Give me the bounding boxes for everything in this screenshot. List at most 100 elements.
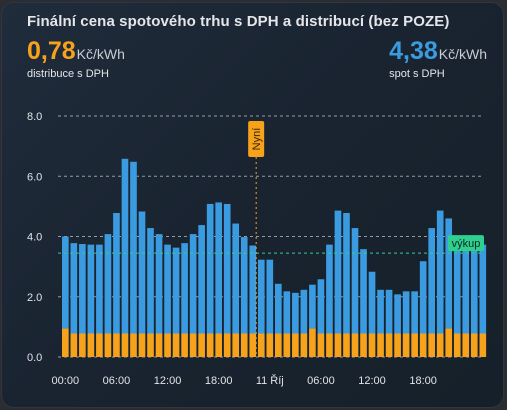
bar-spot [479, 244, 487, 334]
bar-spot [113, 213, 120, 334]
bar-distribution [283, 333, 291, 357]
bar-distribution [121, 333, 129, 357]
bar-spot [232, 223, 240, 334]
bar-distribution [266, 333, 274, 357]
bar-distribution [479, 333, 487, 357]
spot-stat: 4,38Kč/kWh spot s DPH [389, 37, 487, 80]
bar-distribution [292, 333, 299, 357]
bar-distribution [130, 333, 137, 357]
bar-distribution [360, 333, 367, 357]
bar-distribution [351, 333, 359, 357]
spot-label: spot s DPH [389, 68, 445, 80]
bar-distribution [198, 333, 205, 357]
bar-distribution [164, 333, 171, 357]
bar-spot [275, 283, 282, 334]
bar-distribution [343, 333, 350, 357]
x-tick-label: 06:00 [307, 375, 335, 387]
bar-distribution [436, 333, 444, 357]
buyback-badge [448, 235, 484, 252]
bar-spot [206, 203, 214, 334]
bar-spot [215, 202, 223, 334]
bar-spot [223, 203, 231, 334]
bar-spot [181, 243, 188, 334]
x-tick-label: 12:00 [154, 375, 182, 387]
bar-distribution [428, 333, 436, 357]
bar-spot [283, 291, 291, 334]
bar-spot [121, 158, 129, 334]
bar-distribution [411, 333, 418, 357]
bar-distribution [104, 333, 112, 357]
bar-spot [240, 237, 248, 334]
bar-spot [462, 244, 470, 334]
bar-spot [394, 294, 401, 334]
bar-distribution [96, 333, 103, 357]
bar-distribution [223, 333, 231, 357]
bar-spot [164, 244, 171, 334]
distribution-unit: Kč/kWh [76, 46, 125, 62]
bar-distribution [215, 333, 223, 357]
bar-distribution [419, 333, 427, 357]
bar-spot [189, 234, 197, 334]
bar-distribution [368, 333, 376, 357]
bar-spot [351, 228, 359, 334]
y-tick-label: 4.0 [27, 232, 42, 244]
y-tick-label: 0.0 [27, 352, 42, 364]
bar-spot [70, 243, 78, 334]
bar-spot [317, 279, 325, 334]
bar-spot [138, 211, 146, 334]
bar-distribution [249, 333, 257, 357]
bar-distribution [317, 333, 325, 357]
bar-spot [411, 291, 418, 334]
card-title: Finální cena spotového trhu s DPH a dist… [27, 13, 450, 30]
bar-spot [360, 249, 367, 334]
bar-distribution [445, 328, 453, 357]
bar-distribution [79, 333, 86, 357]
now-badge [248, 121, 265, 157]
bar-distribution [181, 333, 188, 357]
bar-spot [130, 161, 137, 334]
bar-distribution [470, 333, 478, 357]
x-tick-label: 12:00 [358, 375, 386, 387]
distribution-value: 0,78 [27, 37, 76, 65]
bar-distribution [326, 333, 333, 357]
bar-distribution [300, 333, 308, 357]
bar-distribution [113, 333, 120, 357]
bar-spot [309, 284, 316, 329]
bar-distribution [257, 333, 265, 357]
bar-distribution [87, 333, 95, 357]
x-tick-label: 18:00 [409, 375, 437, 387]
bar-distribution [172, 333, 180, 357]
x-tick-label: 11 Říj [256, 374, 284, 387]
bar-spot [300, 289, 308, 334]
bar-distribution [155, 333, 163, 357]
bar-distribution [462, 333, 470, 357]
spot-unit: Kč/kWh [438, 46, 487, 62]
now-label: Nyní [251, 128, 263, 151]
bar-spot [470, 244, 478, 334]
x-tick-label: 18:00 [205, 375, 233, 387]
bar-spot [326, 244, 333, 334]
bar-distribution [275, 333, 282, 357]
bar-distribution [147, 333, 154, 357]
bar-distribution [62, 328, 69, 357]
bar-distribution [385, 333, 393, 357]
bar-spot [96, 244, 103, 334]
bar-spot [266, 259, 274, 334]
y-tick-label: 6.0 [27, 171, 42, 183]
bar-distribution [402, 333, 410, 357]
bar-spot [436, 210, 444, 334]
bar-distribution [138, 333, 146, 357]
bar-spot [334, 210, 342, 334]
bar-spot [385, 289, 393, 334]
bar-spot [257, 259, 265, 334]
bar-distribution [189, 333, 197, 357]
distribution-label: distribuce s DPH [27, 68, 109, 80]
y-tick-label: 2.0 [27, 292, 42, 304]
bar-distribution [394, 333, 401, 357]
bar-distribution [334, 333, 342, 357]
bar-spot [62, 236, 69, 329]
bar-spot [419, 261, 427, 334]
bar-spot [79, 244, 86, 334]
spot-value: 4,38 [389, 37, 438, 65]
